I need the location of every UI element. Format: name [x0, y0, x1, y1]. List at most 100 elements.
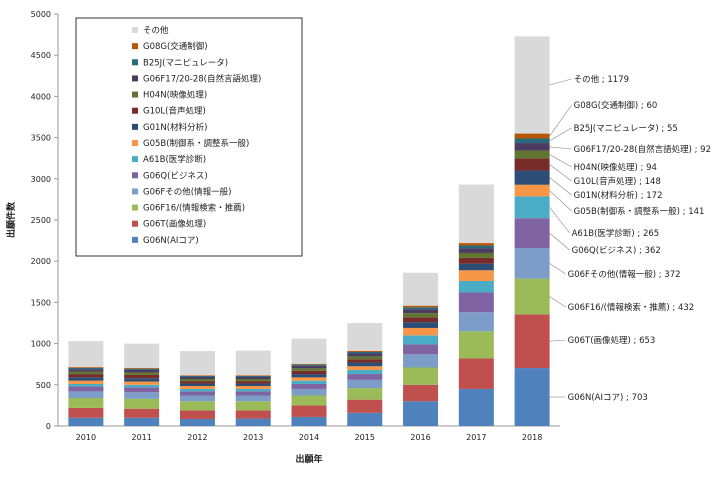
legend-label: G08G(交通制御) — [143, 41, 208, 52]
x-tick-label: 2010 — [76, 433, 96, 442]
bar-segment-g01n-2012 — [180, 384, 215, 386]
bar-segment-g01n-2013 — [236, 384, 271, 386]
bar-segment--2017 — [459, 185, 494, 244]
bar-segment-g06f16-2013 — [236, 401, 271, 410]
legend-swatch-g10l — [132, 108, 138, 114]
bar-segment-g10l-2010 — [68, 374, 103, 377]
x-tick-label: 2015 — [355, 433, 375, 442]
bar-stack-2018 — [515, 36, 550, 426]
legend-swatch-b25j — [132, 59, 138, 65]
bar-stack-2011 — [124, 344, 159, 426]
annotation-leader-line — [550, 296, 566, 307]
bar-segment-a61b-2010 — [68, 384, 103, 386]
bar-segment-g06q-2016 — [403, 344, 438, 354]
bar-segment-g10l-2011 — [124, 375, 159, 378]
bar-segment-g05b-2011 — [124, 382, 159, 385]
bar-segment-g06f16-2018 — [515, 279, 550, 315]
bar-segment-g06n-ai-2014 — [292, 417, 327, 426]
annotation-leader-line — [550, 340, 566, 341]
bar-segment-g06n-ai-2011 — [124, 418, 159, 426]
bar-segment-a61b-2016 — [403, 335, 438, 344]
legend-label: G06F16/(情報検索・推薦) — [143, 203, 245, 214]
bar-segment--2013 — [236, 351, 271, 376]
legend-label: G10L(音声処理) — [143, 106, 206, 117]
legend-label: A61B(医学診断) — [143, 154, 206, 165]
bar-segment-g05b-2015 — [347, 366, 382, 370]
bar-segment-g06t-2013 — [236, 410, 271, 418]
bar-segment--2014 — [292, 339, 327, 364]
bar-segment-a61b-2014 — [292, 381, 327, 384]
legend: その他G08G(交通制御)B25J(マニピュレータ)G06F17/20-28(自… — [76, 18, 302, 256]
bar-segment-h04n-2016 — [403, 313, 438, 317]
bar-segment-g05b-2012 — [180, 386, 215, 389]
bar-segment-g06t-2016 — [403, 385, 438, 401]
legend-swatch-g06t — [132, 221, 138, 227]
bar-segment-a61b-2011 — [124, 385, 159, 387]
bar-segment-g05b-2010 — [68, 381, 103, 384]
bar-segment-a61b-2015 — [347, 370, 382, 374]
bar-segment-g06q-2015 — [347, 374, 382, 380]
legend-label: その他 — [143, 25, 169, 36]
y-tick-label: 1500 — [31, 298, 51, 307]
bar-segment-g06q-2011 — [124, 387, 159, 392]
bar-segment-g10l-2016 — [403, 317, 438, 322]
bar-segment-h04n-2010 — [68, 372, 103, 374]
bar-segment-g06f16-2011 — [124, 399, 159, 409]
bar-segment-b25j-2012 — [180, 376, 215, 377]
bar-segment--2015 — [347, 323, 382, 351]
bar-segment-g06t-2012 — [180, 410, 215, 419]
annotation-leader-line — [550, 207, 570, 233]
bar-segment-g06n-ai-2015 — [347, 413, 382, 426]
bar-segment-g06f16-2015 — [347, 388, 382, 400]
bar-segment-g06t-2015 — [347, 400, 382, 413]
bar-segment-b25j-2014 — [292, 365, 327, 366]
bar-segment-g06f-2015 — [347, 380, 382, 388]
y-tick-label: 5000 — [31, 10, 51, 19]
bar-segment-g06f-2010 — [68, 391, 103, 398]
annotation-label: G06Q(ビジネス) ; 362 — [572, 246, 661, 256]
annotation-label: G08G(交通制御) ; 60 — [574, 100, 658, 111]
bar-segment-h04n-2015 — [347, 356, 382, 359]
bar-segment-h04n-2018 — [515, 151, 550, 159]
bar-segment-g01n-2018 — [515, 171, 550, 185]
annotation-label: G06F17/20-28(自然言語処理) ; 92 — [574, 144, 711, 155]
bar-segment-g06f-2018 — [515, 248, 550, 279]
bar-segment-g10l-2012 — [180, 381, 215, 383]
bar-segment-g06t-2010 — [68, 408, 103, 418]
bar-segment-g06f16-2014 — [292, 396, 327, 406]
x-tick-label: 2018 — [522, 433, 542, 442]
annotation-leader-line — [550, 164, 572, 181]
bar-segment-g06f17-20-28-2014 — [292, 366, 327, 368]
legend-label: G05B(制御系・調整系一般) — [143, 138, 249, 149]
legend-label: G06T(画像処理) — [143, 219, 206, 230]
bar-segment-b25j-2017 — [459, 246, 494, 249]
bar-segment-g01n-2015 — [347, 363, 382, 367]
bar-segment-g08g-2015 — [347, 351, 382, 352]
legend-label: G06Fその他(情報一般) — [143, 186, 231, 197]
bar-segment-g08g-2014 — [292, 364, 327, 365]
bar-segment--2018 — [515, 36, 550, 133]
bar-segment-h04n-2013 — [236, 379, 271, 381]
bar-segment-g06f-2014 — [292, 389, 327, 396]
bar-segment-b25j-2018 — [515, 139, 550, 144]
annotation-label: G05B(制御系・調整系一般) ; 141 — [574, 206, 705, 217]
bar-segment-g06n-ai-2017 — [459, 389, 494, 426]
annotation-label: G01N(材料分析) ; 172 — [574, 190, 663, 201]
annotation-label: G10L(音声処理) ; 148 — [574, 176, 661, 187]
legend-swatch-g06n-ai — [132, 237, 138, 243]
bar-segment-g06n-ai-2013 — [236, 419, 271, 426]
bar-segment-b25j-2015 — [347, 352, 382, 353]
bar-segment-g01n-2014 — [292, 374, 327, 377]
x-tick-label: 2013 — [243, 433, 263, 442]
bar-segment--2012 — [180, 351, 215, 375]
bar-segment-g06f17-20-28-2017 — [459, 248, 494, 253]
legend-label: G01N(材料分析) — [143, 122, 207, 133]
bar-segment-b25j-2013 — [236, 376, 271, 377]
legend-label: G06N(AIコア) — [143, 236, 199, 246]
bar-segment-g08g-2018 — [515, 134, 550, 139]
